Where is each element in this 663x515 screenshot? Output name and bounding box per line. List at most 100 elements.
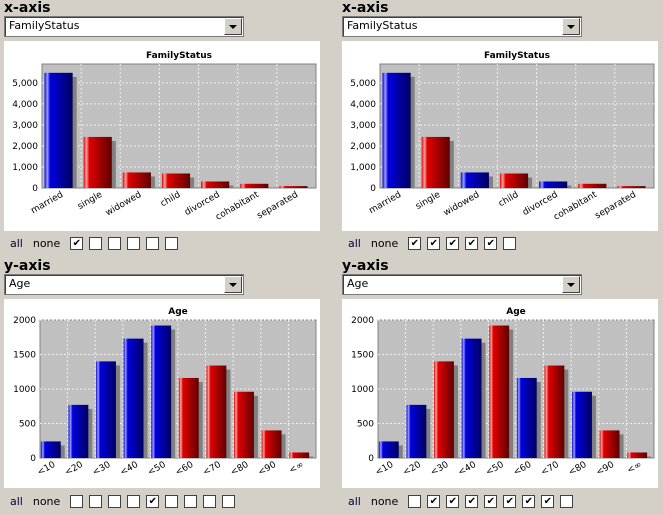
bar[interactable]: [261, 430, 282, 458]
category-checkbox[interactable]: [89, 237, 103, 250]
bar[interactable]: [544, 365, 565, 458]
y-tick-label: 2,000: [12, 142, 38, 152]
y-tick-label: 1000: [351, 385, 374, 395]
category-checkbox[interactable]: ✔: [484, 237, 498, 250]
bar[interactable]: [40, 441, 61, 458]
bar[interactable]: [572, 391, 592, 458]
category-checkbox[interactable]: [408, 495, 422, 508]
category-checkbox[interactable]: [108, 495, 122, 508]
category-checkbox[interactable]: ✔: [446, 237, 460, 250]
xaxis-select[interactable]: FamilyStatus: [4, 16, 244, 37]
category-checkbox[interactable]: [203, 495, 217, 508]
y-tick-label: 0: [30, 454, 36, 464]
category-checkbox[interactable]: [165, 237, 179, 250]
bar[interactable]: [234, 391, 254, 458]
x-tick-label: <80: [567, 460, 589, 478]
chevron-down-icon[interactable]: [224, 276, 242, 293]
y-tick-label: 1,000: [12, 163, 38, 173]
chevron-down-icon[interactable]: [224, 18, 242, 35]
x-tick-label: <90: [595, 460, 617, 478]
select-none-link[interactable]: none: [32, 495, 61, 508]
bar[interactable]: [44, 72, 73, 188]
category-checkbox[interactable]: ✔: [427, 495, 441, 508]
bar[interactable]: [378, 441, 399, 458]
bar[interactable]: [434, 361, 454, 458]
chevron-down-icon[interactable]: [562, 276, 580, 293]
category-checkbox[interactable]: [184, 495, 198, 508]
category-checkbox[interactable]: [127, 237, 141, 250]
category-checkbox[interactable]: [165, 495, 179, 508]
category-checkbox[interactable]: ✔: [541, 495, 555, 508]
bar[interactable]: [406, 404, 427, 458]
select-all-link[interactable]: all: [10, 237, 23, 250]
category-checkbox[interactable]: [89, 495, 103, 508]
chevron-down-icon[interactable]: [562, 18, 580, 35]
select-none-link[interactable]: none: [32, 237, 61, 250]
select-all-link[interactable]: all: [348, 495, 361, 508]
x-tick-label: <30: [429, 460, 451, 478]
yaxis-selected-value: Age: [347, 277, 369, 290]
x-tick-label: <70: [201, 460, 223, 478]
bar[interactable]: [578, 183, 607, 188]
bar[interactable]: [627, 452, 648, 458]
bar[interactable]: [123, 338, 144, 458]
category-checkbox[interactable]: [70, 495, 84, 508]
x-tick-label: separated: [594, 190, 638, 221]
x-tick-label: <60: [512, 460, 534, 478]
xaxis-select[interactable]: FamilyStatus: [342, 16, 582, 37]
category-checkbox[interactable]: [108, 237, 122, 250]
x-tick-label: <20: [63, 460, 85, 478]
category-checkbox[interactable]: ✔: [408, 237, 422, 250]
category-checkbox[interactable]: ✔: [484, 495, 498, 508]
bar[interactable]: [240, 183, 269, 188]
select-none-link[interactable]: none: [370, 237, 399, 250]
bar[interactable]: [461, 338, 482, 458]
category-checkbox[interactable]: ✔: [70, 237, 84, 250]
yaxis-select[interactable]: Age: [4, 274, 244, 295]
bar[interactable]: [96, 361, 116, 458]
bar[interactable]: [421, 136, 450, 188]
xaxis-filter-row: all none ✔ ✔ ✔ ✔ ✔: [348, 237, 522, 250]
category-checkbox[interactable]: ✔: [503, 495, 517, 508]
bar[interactable]: [206, 365, 227, 458]
bar[interactable]: [499, 173, 529, 188]
yaxis-selected-value: Age: [9, 277, 31, 290]
bar[interactable]: [599, 430, 620, 458]
select-all-link[interactable]: all: [348, 237, 361, 250]
bar[interactable]: [201, 181, 230, 188]
yaxis-select[interactable]: Age: [342, 274, 582, 295]
bar[interactable]: [460, 172, 489, 188]
chart-title: FamilyStatus: [484, 51, 550, 61]
bar[interactable]: [122, 172, 151, 188]
category-checkbox[interactable]: ✔: [465, 495, 479, 508]
category-checkbox[interactable]: [146, 237, 160, 250]
category-checkbox[interactable]: [127, 495, 141, 508]
category-checkbox[interactable]: [560, 495, 574, 508]
chart-title: Age: [506, 307, 526, 317]
bar[interactable]: [289, 452, 310, 458]
category-checkbox[interactable]: ✔: [465, 237, 479, 250]
category-checkbox[interactable]: ✔: [446, 495, 460, 508]
category-checkbox[interactable]: [503, 237, 517, 250]
category-checkbox[interactable]: [222, 495, 236, 508]
x-tick-label: <60: [174, 460, 196, 478]
bar[interactable]: [516, 377, 537, 458]
yaxis-chart: Age 0 500 1000 1500 2000 <10 <20 <30 <40 <50 <60 <70…: [342, 299, 658, 488]
bar[interactable]: [489, 325, 510, 458]
bar[interactable]: [83, 136, 112, 188]
xaxis-selected-value: FamilyStatus: [347, 19, 418, 32]
bar[interactable]: [178, 377, 199, 458]
category-checkbox[interactable]: ✔: [427, 237, 441, 250]
bar[interactable]: [382, 72, 411, 188]
y-tick-label: 2,000: [350, 142, 376, 152]
bar[interactable]: [539, 181, 568, 188]
bar[interactable]: [151, 325, 172, 458]
bar[interactable]: [279, 186, 308, 188]
select-all-link[interactable]: all: [10, 495, 23, 508]
bar[interactable]: [617, 186, 646, 188]
bar[interactable]: [68, 404, 89, 458]
category-checkbox[interactable]: ✔: [146, 495, 160, 508]
category-checkbox[interactable]: ✔: [522, 495, 536, 508]
select-none-link[interactable]: none: [370, 495, 399, 508]
bar[interactable]: [161, 173, 191, 188]
